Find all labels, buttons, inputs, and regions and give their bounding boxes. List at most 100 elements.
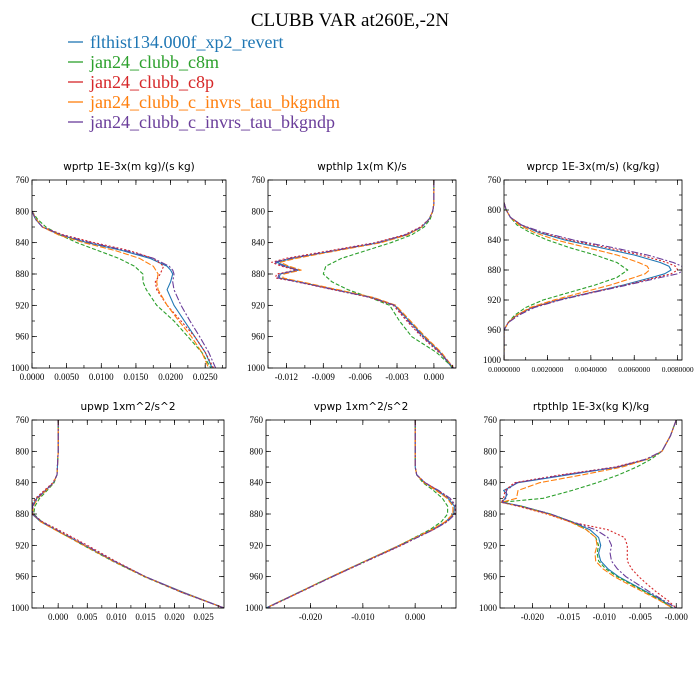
y-tick-label: 960	[250, 572, 264, 582]
y-tick-label: 960	[16, 572, 30, 582]
series-line-2	[33, 420, 224, 608]
figure-title: CLUBB VAR at260E,-2N	[251, 10, 450, 31]
x-tick-label: 0.000	[405, 612, 426, 622]
x-tick-label: 0.0040000	[575, 365, 607, 374]
y-tick-label: 840	[252, 238, 266, 248]
x-tick-label: 0.0200	[158, 372, 183, 382]
panel-5: vpwp 1xm^2/s^2 760 800 840 880 920 960 1000 -0.0…	[245, 401, 457, 622]
panel-title: rtpthlp 1E-3x(kg K)/kg	[533, 401, 649, 413]
y-tick-label: 760	[484, 415, 498, 425]
series-line-5	[501, 420, 677, 608]
y-tick-label: 800	[252, 206, 266, 216]
panel-title: wprcp 1E-3x(m/s) (kg/kg)	[526, 161, 659, 173]
series-line-4	[32, 420, 224, 608]
series-line-2	[500, 420, 677, 608]
panel-1: wprtp 1E-3x(m kg)/(s kg) 760 800 840 880 920 9…	[11, 161, 227, 382]
y-tick-label: 1000	[479, 603, 498, 613]
series-group	[32, 210, 217, 368]
y-tick-label: 1000	[247, 363, 266, 373]
series-line-3	[32, 420, 224, 608]
y-tick-label: 800	[16, 206, 30, 216]
x-tick-label: -0.015	[557, 612, 581, 622]
x-tick-label: -0.009	[312, 372, 336, 382]
y-tick-label: 840	[484, 478, 498, 488]
series-group	[266, 420, 456, 608]
series-line-1	[32, 420, 224, 608]
plot-frame	[499, 419, 683, 609]
x-tick-label: -0.020	[521, 612, 545, 622]
x-tick-label: 0.0080000	[662, 365, 694, 374]
series-line-3	[500, 420, 677, 608]
y-tick-label: 760	[16, 415, 30, 425]
series-line-2	[32, 210, 212, 368]
legend: flthist134.000f_xp2_revertjan24_clubb_c8…	[68, 32, 340, 132]
y-tick-label: 920	[16, 540, 30, 550]
x-tick-label: -0.010	[351, 612, 375, 622]
series-group	[271, 180, 456, 368]
series-line-5	[273, 180, 454, 368]
y-tick-label: 800	[16, 446, 30, 456]
y-tick-label: 880	[250, 509, 264, 519]
series-group	[32, 420, 224, 608]
y-tick-label: 920	[16, 300, 30, 310]
series-line-1	[501, 420, 677, 608]
series-line-5	[266, 420, 456, 608]
y-tick-label: 840	[16, 478, 30, 488]
series-line-4	[500, 420, 677, 608]
x-tick-label: 0.0000000	[488, 365, 520, 374]
y-tick-label: 920	[250, 540, 264, 550]
legend-label: jan24_clubb_c_invrs_tau_bkgndm	[89, 92, 340, 112]
x-tick-label: 0.015	[135, 612, 156, 622]
x-tick-label: 0.025	[194, 612, 215, 622]
x-tick-label: 0.0100	[89, 372, 114, 382]
panel-title: wpthlp 1x(m K)/s	[317, 161, 407, 173]
x-tick-label: 0.000	[424, 372, 445, 382]
legend-entry: jan24_clubb_c8p	[68, 72, 214, 92]
y-tick-label: 760	[252, 175, 266, 185]
x-tick-label: -0.006	[349, 372, 373, 382]
x-tick-label: 0.0150	[124, 372, 149, 382]
series-line-2	[504, 202, 629, 360]
y-tick-label: 920	[484, 540, 498, 550]
legend-entry: flthist134.000f_xp2_revert	[68, 32, 283, 52]
legend-label: jan24_clubb_c_invrs_tau_bkgndp	[89, 112, 335, 132]
legend-entry: jan24_clubb_c8m	[68, 52, 219, 72]
x-tick-label: -0.010	[593, 612, 617, 622]
y-tick-label: 1000	[245, 603, 264, 613]
y-tick-label: 880	[252, 269, 266, 279]
y-tick-label: 1000	[483, 355, 502, 365]
series-line-4	[32, 211, 210, 368]
y-tick-label: 920	[488, 295, 502, 305]
y-tick-label: 880	[484, 509, 498, 519]
y-tick-label: 880	[16, 269, 30, 279]
series-group	[504, 202, 682, 360]
series-line-1	[266, 420, 455, 608]
legend-label: flthist134.000f_xp2_revert	[90, 32, 283, 52]
panel-2: wpthlp 1x(m K)/s 760 800 840 880 920 960 1000 -0…	[247, 161, 457, 382]
series-line-5	[32, 420, 224, 608]
legend-label: jan24_clubb_c8p	[89, 72, 214, 92]
x-tick-label: -0.012	[275, 372, 298, 382]
x-tick-label: 0.0020000	[531, 365, 563, 374]
y-tick-label: 1000	[11, 603, 30, 613]
panel-title: wprtp 1E-3x(m kg)/(s kg)	[63, 161, 194, 173]
x-tick-label: 0.0250	[193, 372, 218, 382]
y-tick-label: 760	[250, 415, 264, 425]
panel-3: wprcp 1E-3x(m/s) (kg/kg) 760 800 840 880 920 9…	[483, 161, 694, 374]
x-tick-label: 0.005	[77, 612, 98, 622]
x-tick-label: -0.000	[665, 612, 689, 622]
y-tick-label: 840	[250, 478, 264, 488]
y-tick-label: 800	[250, 446, 264, 456]
y-tick-label: 960	[488, 325, 502, 335]
series-group	[500, 420, 677, 608]
panel-title: upwp 1xm^2/s^2	[81, 401, 176, 413]
y-tick-label: 760	[488, 175, 502, 185]
panel-title: vpwp 1xm^2/s^2	[314, 401, 409, 413]
y-tick-label: 960	[252, 332, 266, 342]
x-tick-label: 0.010	[106, 612, 127, 622]
x-tick-label: 0.0000	[20, 372, 45, 382]
x-tick-label: -0.005	[629, 612, 653, 622]
y-tick-label: 1000	[11, 363, 30, 373]
y-tick-label: 960	[484, 572, 498, 582]
